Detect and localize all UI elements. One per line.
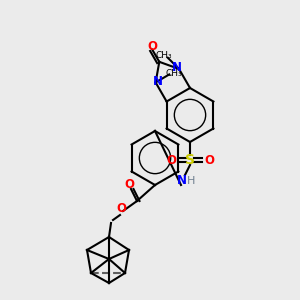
Text: N: N (153, 75, 163, 88)
Text: CH₃: CH₃ (155, 51, 172, 60)
Text: O: O (116, 202, 126, 214)
Text: N: N (172, 61, 182, 74)
Text: O: O (166, 154, 176, 166)
Text: CH₃: CH₃ (166, 69, 182, 78)
Text: N: N (177, 173, 187, 187)
Text: H: H (187, 176, 195, 186)
Text: O: O (124, 178, 134, 191)
Text: O: O (204, 154, 214, 166)
Text: S: S (185, 153, 195, 167)
Text: O: O (147, 40, 157, 53)
